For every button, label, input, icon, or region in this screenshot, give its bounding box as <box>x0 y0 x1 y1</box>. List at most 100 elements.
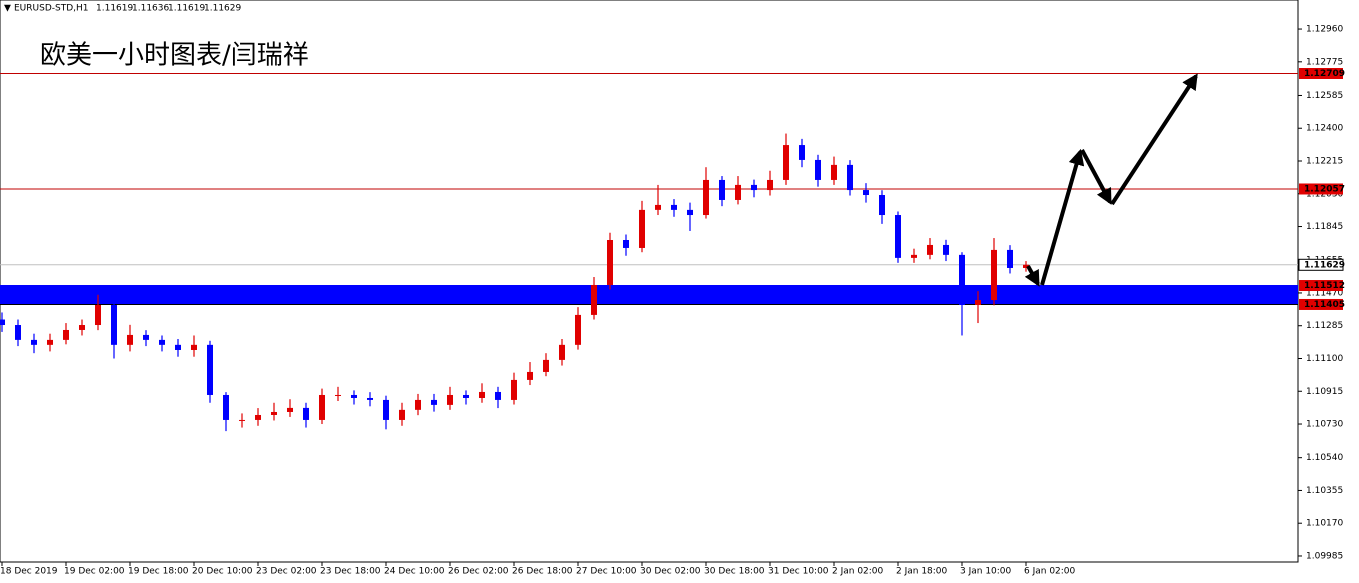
x-tick-label: 2 Jan 02:00 <box>832 567 884 577</box>
candle-body <box>847 164 853 191</box>
candle-body <box>335 394 341 396</box>
level-label: 1.11512 <box>1304 281 1345 291</box>
candle-body <box>527 371 533 380</box>
y-tick-label: 1.10915 <box>1306 387 1343 397</box>
candle-body <box>591 284 597 315</box>
candle-body <box>223 394 229 420</box>
candle-body <box>719 179 725 200</box>
y-tick-label: 1.11470 <box>1306 288 1343 298</box>
candle-body <box>319 394 325 420</box>
header-price: 1.11636 <box>132 4 169 14</box>
candle-body <box>463 394 469 398</box>
y-tick-label: 1.10540 <box>1306 453 1343 463</box>
y-tick-label: 1.12215 <box>1306 157 1343 167</box>
candle-body <box>703 179 709 216</box>
candle-body <box>1007 249 1013 268</box>
candle-body <box>767 179 773 191</box>
menu-arrow: ▼ <box>4 4 11 14</box>
y-tick-label: 1.09985 <box>1306 551 1343 561</box>
candle-body <box>911 254 917 258</box>
candle-body <box>15 325 21 340</box>
header-price: 1.11629 <box>204 4 241 14</box>
y-tick-label: 1.10170 <box>1306 519 1343 529</box>
x-tick-label: 30 Dec 18:00 <box>704 567 765 577</box>
candle-body <box>783 145 789 180</box>
y-tick-label: 1.10730 <box>1306 420 1343 430</box>
y-tick-label: 1.11845 <box>1306 222 1343 232</box>
x-tick-label: 19 Dec 18:00 <box>128 567 189 577</box>
candle-body <box>191 344 197 350</box>
candle-body <box>239 419 245 421</box>
arrow <box>1080 149 1112 205</box>
candle-body <box>815 159 821 180</box>
y-tick-label: 1.11285 <box>1306 321 1343 331</box>
candle-body <box>271 411 277 415</box>
candle-body <box>511 379 517 400</box>
candle-body <box>95 304 101 326</box>
candle-body <box>79 325 85 330</box>
x-tick-label: 26 Dec 02:00 <box>448 567 509 577</box>
candle-body <box>559 344 565 360</box>
candle-body <box>127 334 133 345</box>
x-tick-label: 19 Dec 02:00 <box>64 567 125 577</box>
x-tick-label: 2 Jan 18:00 <box>896 567 948 577</box>
forecast-arrows <box>1024 73 1198 287</box>
x-tick-label: 24 Dec 10:00 <box>384 567 445 577</box>
x-tick-label: 20 Dec 10:00 <box>192 567 253 577</box>
candle-body <box>255 414 261 420</box>
candle-body <box>735 184 741 200</box>
candle-body <box>287 407 293 412</box>
candle-body <box>991 249 997 301</box>
candle-body <box>495 391 501 400</box>
candle-body <box>927 244 933 255</box>
candle-body <box>303 407 309 420</box>
candle-body <box>383 399 389 420</box>
chart-title: 欧美一小时图表/闫瑞祥 <box>40 41 309 71</box>
candle-body <box>639 209 645 248</box>
candle-body <box>111 304 117 345</box>
level-label-bg <box>1299 68 1343 80</box>
candle-body <box>431 399 437 405</box>
x-tick-label: 6 Jan 02:00 <box>1024 567 1076 577</box>
candle-body <box>623 239 629 248</box>
x-tick-label: 26 Dec 18:00 <box>512 567 573 577</box>
candle-body <box>895 215 901 258</box>
y-tick-label: 1.12775 <box>1306 57 1343 67</box>
candle-body <box>1023 264 1029 268</box>
candle-body <box>975 300 981 305</box>
candle-body <box>751 184 757 191</box>
candle-body <box>367 397 373 400</box>
candle-body <box>831 164 837 180</box>
y-tick-label: 1.12585 <box>1306 91 1343 101</box>
level-label: 1.11405 <box>1304 300 1345 310</box>
candle-body <box>607 239 613 285</box>
zone <box>0 285 1298 305</box>
candle-body <box>575 314 581 345</box>
candle-body <box>687 209 693 216</box>
x-tick-label: 27 Dec 10:00 <box>576 567 637 577</box>
candle-body <box>159 339 165 345</box>
candle-body <box>655 204 661 210</box>
arrow <box>1040 148 1085 286</box>
level-label-bg <box>1299 298 1343 310</box>
level-label: 1.12057 <box>1304 184 1345 194</box>
level-label-bg <box>1298 258 1344 271</box>
candle-body <box>31 339 37 345</box>
candle-body <box>671 204 677 210</box>
y-tick-label: 1.12960 <box>1306 25 1343 35</box>
x-tick-label: 30 Dec 02:00 <box>640 567 701 577</box>
candle-body <box>447 394 453 405</box>
candle-body <box>543 359 549 372</box>
candle-body <box>943 244 949 255</box>
candle-body <box>959 254 965 305</box>
candle-body <box>0 319 5 326</box>
arrow <box>1024 265 1040 287</box>
level-label: 1.11629 <box>1304 260 1345 270</box>
level-label-bg <box>1299 183 1343 195</box>
candle-body <box>351 394 357 398</box>
header-price: 1.11619 <box>96 4 133 14</box>
candle-body <box>143 334 149 340</box>
candle-body <box>479 391 485 398</box>
candle-body <box>399 409 405 420</box>
